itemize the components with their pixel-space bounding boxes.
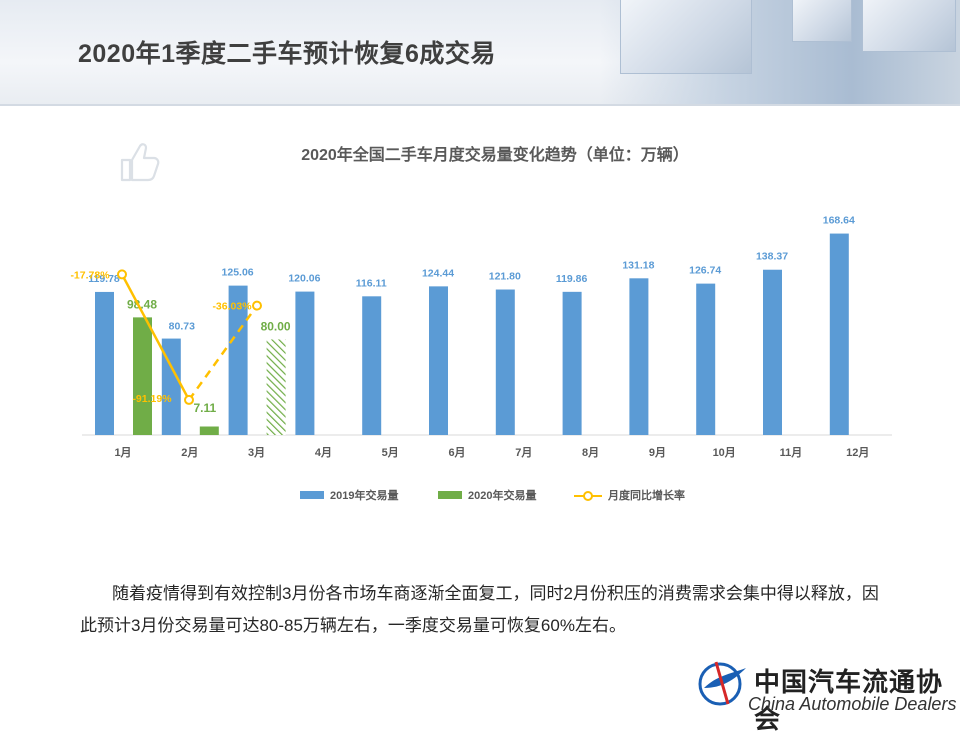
x-tick-label: 7月 bbox=[515, 446, 532, 459]
description-paragraph: 随着疫情得到有效控制3月份各市场车商逐渐全面复工，同时2月份积压的消费需求会集中… bbox=[80, 584, 879, 635]
deco-cube bbox=[862, 0, 956, 52]
logo-name-en: China Automobile Dealers bbox=[748, 694, 957, 714]
data-label-2019: 121.80 bbox=[489, 271, 521, 283]
data-label-2019: 124.44 bbox=[422, 267, 454, 279]
monthly-volume-chart: 2020年全国二手车月度交易量变化趋势（单位：万辆） 1月 2月 3月 4月 5月 6月 7… bbox=[70, 145, 892, 502]
data-label-2019: 125.06 bbox=[222, 267, 254, 279]
growth-point bbox=[252, 300, 262, 311]
x-tick-label: 8月 bbox=[582, 446, 599, 459]
bar-2019-4 bbox=[295, 291, 315, 435]
bar-2019-12 bbox=[829, 233, 849, 435]
page-title: 2020年1季度二手车预计恢复6成交易 bbox=[78, 40, 496, 68]
data-label-2019: 138.37 bbox=[756, 251, 788, 263]
bar-2020-1 bbox=[133, 317, 152, 435]
deco-cube bbox=[620, 0, 752, 74]
data-label-growth: -17.78% bbox=[70, 269, 110, 281]
bar-2019-3 bbox=[228, 285, 248, 435]
data-label-2019: 116.11 bbox=[356, 277, 387, 289]
x-tick-label: 5月 bbox=[382, 446, 399, 459]
bar-2019-6 bbox=[429, 286, 448, 435]
data-label-2019: 80.73 bbox=[169, 321, 195, 333]
data-label-2019: 168.64 bbox=[823, 215, 855, 227]
legend-swatch-2020 bbox=[438, 491, 462, 499]
bar-2019-2 bbox=[161, 338, 181, 435]
data-label-2020: 98.48 bbox=[127, 297, 157, 311]
x-tick-label: 11月 bbox=[780, 446, 803, 459]
growth-line-segment bbox=[120, 273, 191, 401]
data-label-2019: 131.18 bbox=[622, 259, 654, 271]
header-decoration bbox=[600, 0, 960, 104]
association-logo-icon bbox=[698, 661, 746, 706]
legend-marker-growth bbox=[583, 491, 593, 501]
x-tick-label: 3月 bbox=[248, 446, 265, 459]
thumbs-up-icon bbox=[120, 143, 160, 182]
header-banner: 2020年1季度二手车预计恢复6成交易 bbox=[0, 0, 960, 106]
bar-2019-8 bbox=[562, 291, 582, 435]
bar-2020-2 bbox=[199, 426, 219, 435]
chart-title: 2020年全国二手车月度交易量变化趋势（单位：万辆） bbox=[301, 145, 689, 164]
bar-2019-9 bbox=[629, 278, 649, 435]
data-label-2019: 119.86 bbox=[556, 273, 588, 285]
data-label-growth: -36.03% bbox=[212, 301, 252, 313]
data-label-2020: 80.00 bbox=[261, 319, 291, 333]
legend-label-2019: 2019年交易量 bbox=[330, 488, 398, 502]
bar-2019-10 bbox=[696, 283, 716, 435]
association-logo: 中国汽车流通协会 China Automobile Dealers bbox=[690, 654, 960, 734]
deco-cube bbox=[792, 0, 852, 42]
x-tick-label: 10月 bbox=[713, 446, 736, 459]
x-tick-label: 9月 bbox=[649, 446, 666, 459]
bar-2019-11 bbox=[763, 269, 782, 435]
bar-2019-1 bbox=[95, 291, 114, 435]
data-label-growth: -91.19% bbox=[132, 393, 172, 405]
bar-2019-5 bbox=[362, 296, 382, 435]
x-tick-label: 4月 bbox=[315, 446, 332, 459]
x-tick-label: 1月 bbox=[114, 446, 131, 459]
growth-line-estimated-segment bbox=[187, 304, 259, 401]
legend-label-growth: 月度同比增长率 bbox=[607, 488, 685, 502]
legend-swatch-2019 bbox=[300, 491, 324, 499]
data-label-2019: 120.06 bbox=[288, 273, 320, 285]
growth-point bbox=[184, 394, 194, 405]
legend-label-2020: 2020年交易量 bbox=[468, 488, 536, 502]
bar-2020-3 bbox=[266, 339, 286, 435]
bar-2019-7 bbox=[495, 289, 515, 435]
data-label-2020: 7.11 bbox=[193, 401, 216, 415]
x-tick-label: 12月 bbox=[846, 446, 869, 459]
growth-point bbox=[117, 269, 127, 280]
data-label-2019: 119.78 bbox=[88, 273, 120, 285]
logo-name-cn: 中国汽车流通协会 bbox=[754, 667, 944, 734]
x-tick-label: 2月 bbox=[181, 446, 198, 459]
x-tick-label: 6月 bbox=[448, 446, 465, 459]
data-label-2019: 126.74 bbox=[689, 265, 721, 277]
